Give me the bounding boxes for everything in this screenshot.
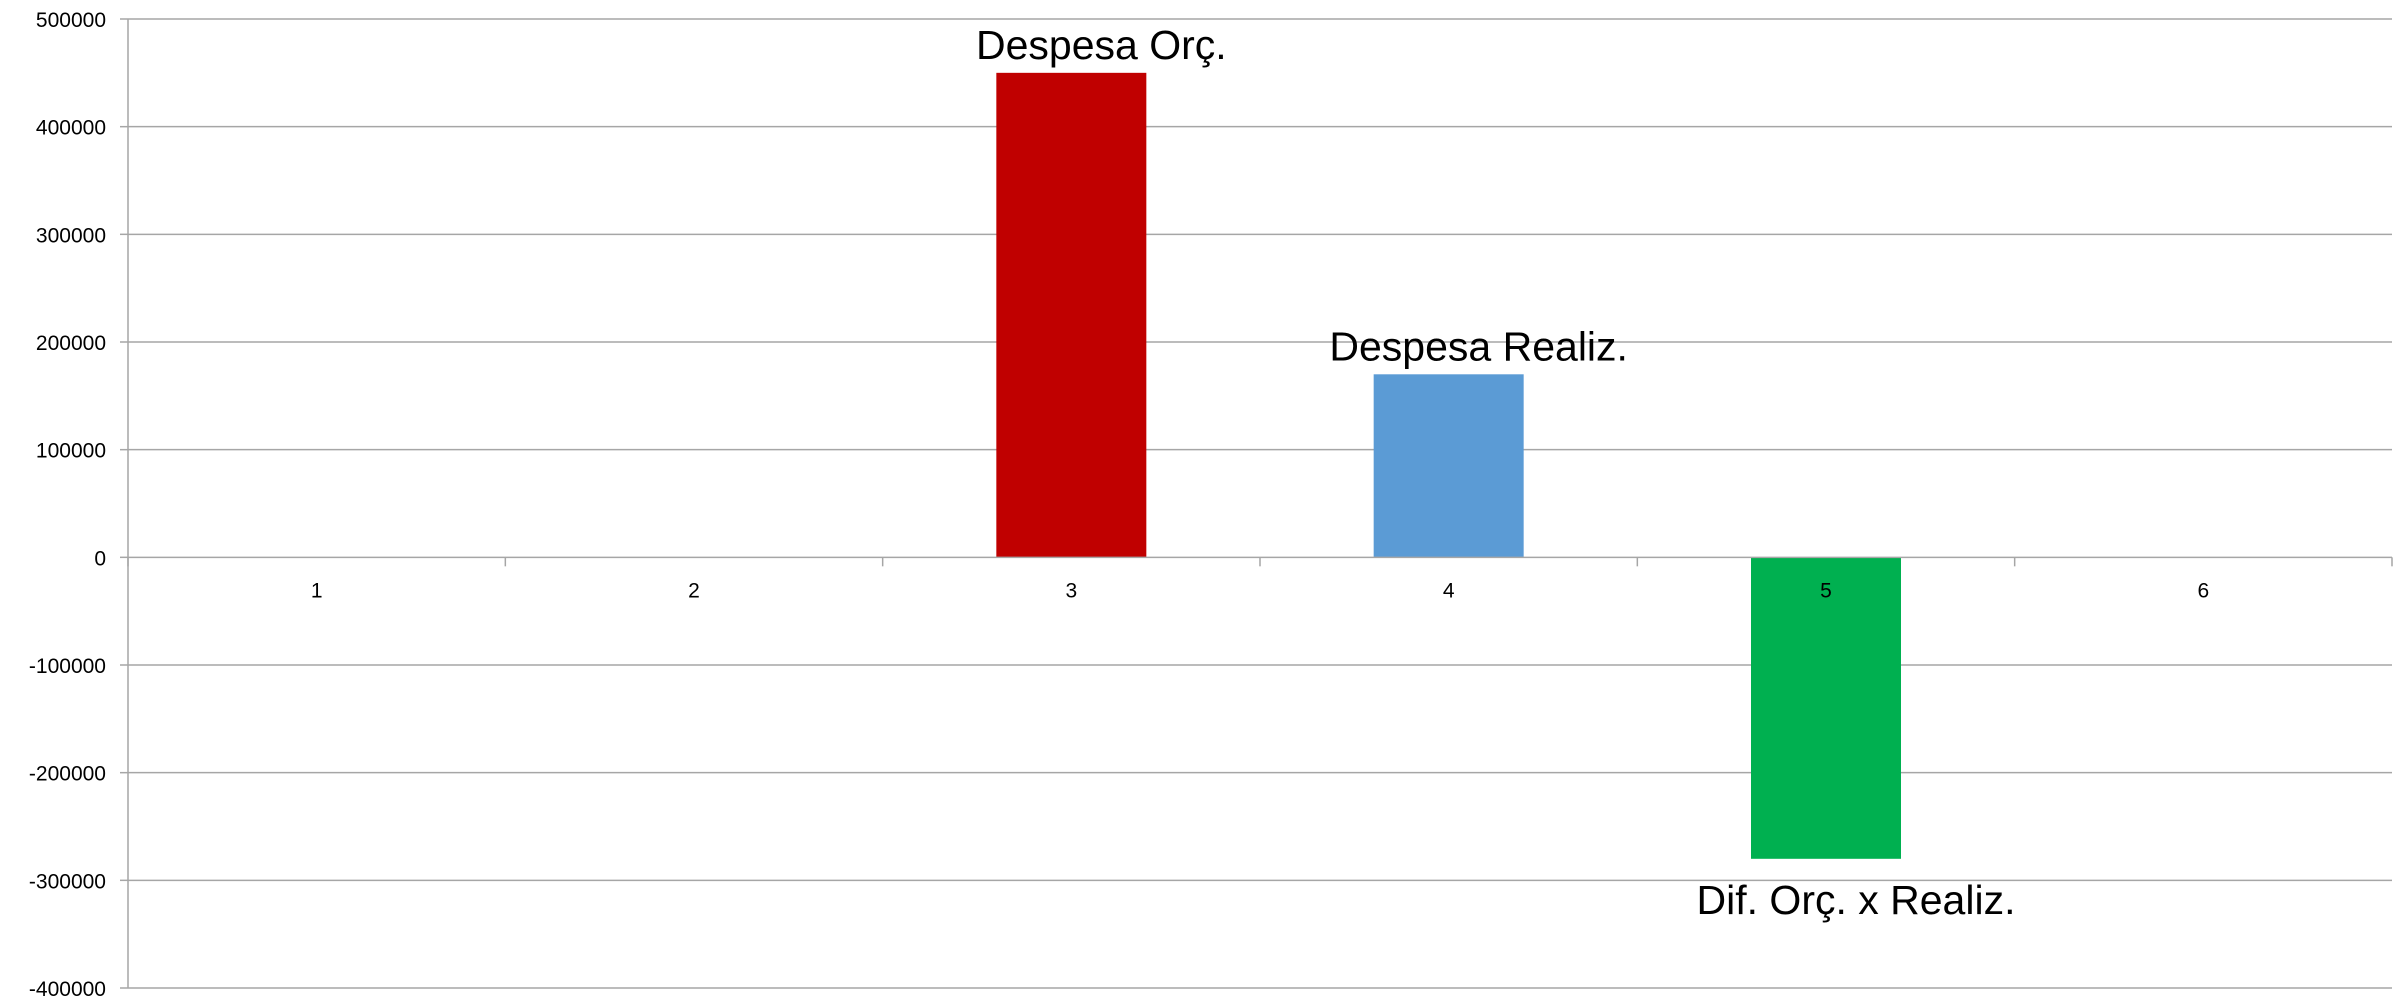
y-tick-label: -100000 — [29, 655, 106, 678]
bar — [996, 72, 1147, 558]
y-tick-label: 200000 — [36, 332, 106, 355]
axes — [120, 18, 2393, 989]
bar — [1751, 557, 1901, 859]
data-labels: Despesa Orç. Despesa Realiz. Dif. Orç. x R… — [976, 22, 2015, 923]
y-tick-label: 0 — [94, 547, 106, 570]
x-tick-label: 2 — [688, 579, 700, 602]
x-tick-labels: 1 2 3 4 5 6 — [311, 579, 2209, 602]
y-tick-label: -300000 — [29, 870, 106, 893]
y-tick-label: 300000 — [36, 224, 106, 247]
x-tick-label: 5 — [1820, 579, 1832, 602]
bar — [1373, 374, 1524, 558]
y-tick-label: -400000 — [29, 978, 106, 1000]
y-tick-label: 100000 — [36, 440, 106, 463]
bars — [996, 72, 1901, 859]
x-tick-label: 6 — [2197, 579, 2209, 602]
bar-data-label: Dif. Orç. x Realiz. — [1697, 877, 2016, 923]
y-tick-label: -200000 — [29, 763, 106, 786]
gridlines — [128, 18, 2392, 989]
bar-data-label: Despesa Orç. — [976, 22, 1227, 68]
bar-data-label: Despesa Realiz. — [1329, 323, 1628, 369]
y-tick-label: 500000 — [36, 9, 106, 32]
x-tick-label: 4 — [1443, 579, 1455, 602]
y-tick-labels: 500000 400000 300000 200000 100000 0 -100000 -2… — [29, 9, 106, 1000]
x-tick-label: 3 — [1065, 579, 1077, 602]
x-tick-label: 1 — [311, 579, 323, 602]
y-tick-label: 400000 — [36, 117, 106, 140]
